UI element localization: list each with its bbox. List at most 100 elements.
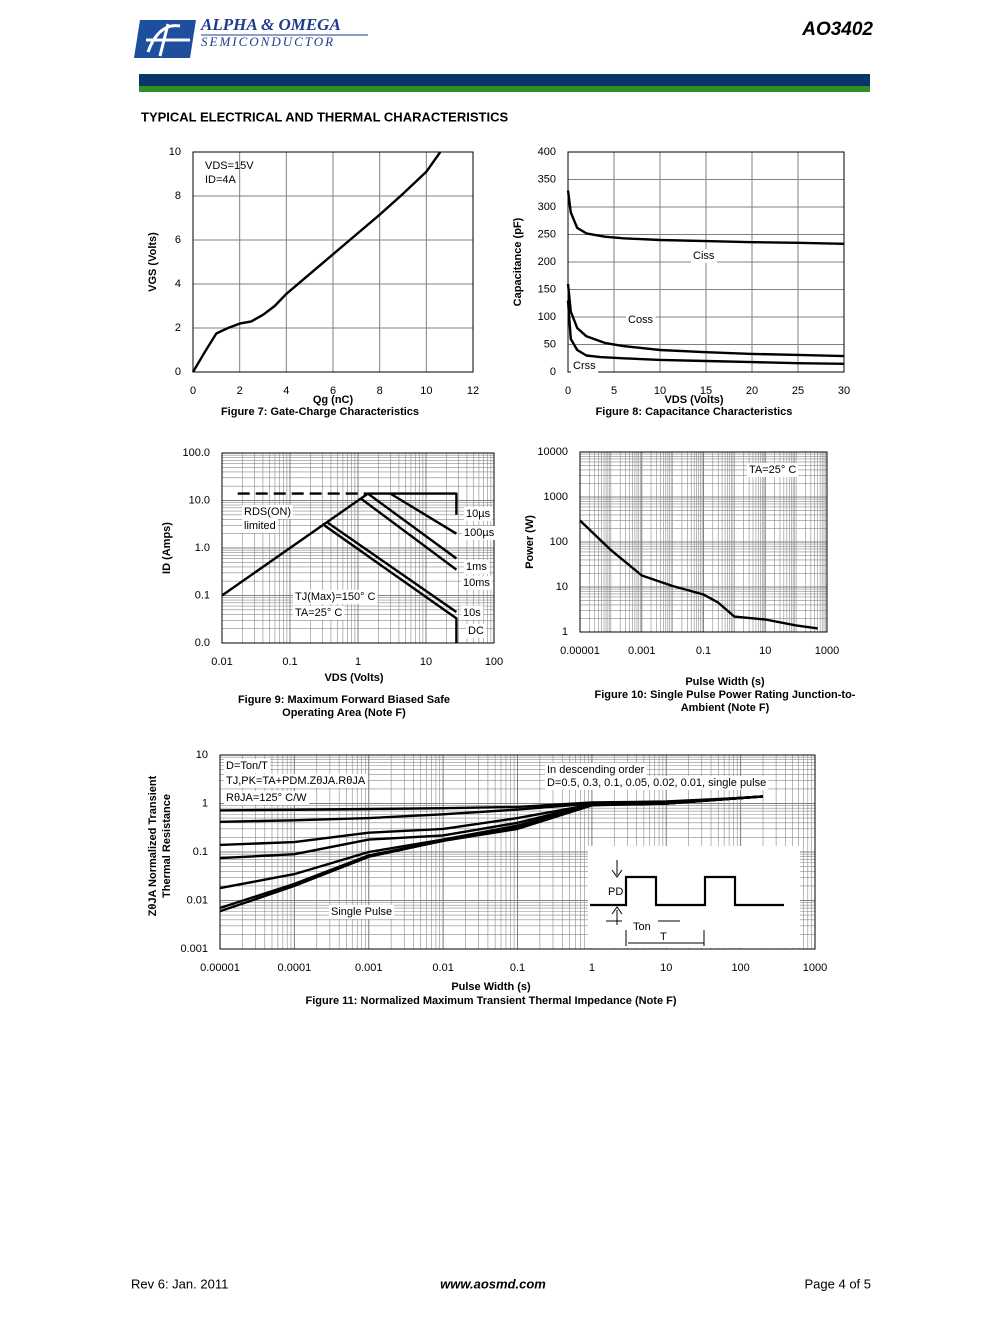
y-axis-label: Power (W)	[524, 515, 536, 569]
y-tick-label: 150	[538, 283, 556, 295]
label-box	[691, 248, 717, 263]
y-tick-label: 250	[538, 228, 556, 240]
data-line	[367, 492, 458, 515]
inset-label: Ton	[633, 921, 651, 933]
label-box	[461, 605, 484, 620]
label-box	[747, 462, 799, 477]
series-label: 10µs	[466, 508, 491, 520]
label-box	[242, 504, 294, 519]
division-name: SEMICONDUCTOR	[201, 34, 335, 49]
label-box	[464, 559, 490, 574]
figure-caption: Figure 11: Normalized Maximum Transient …	[305, 995, 676, 1007]
y-tick-label: 300	[538, 201, 556, 213]
y-tick-label: 1	[562, 626, 568, 638]
x-tick-label: 10	[420, 385, 432, 397]
x-tick-label: 10	[654, 385, 666, 397]
annotation: VDS=15V	[205, 160, 254, 172]
y-tick-label: 100.0	[182, 447, 210, 459]
data-line	[389, 492, 458, 535]
annotation: TA=25° C	[749, 464, 796, 476]
x-tick-label: 1	[355, 656, 361, 668]
y-axis-label: Thermal Resistance	[161, 794, 173, 898]
x-tick-label: 25	[792, 385, 804, 397]
y-tick-label: 1.0	[195, 542, 210, 554]
x-tick-label: 0.1	[696, 645, 711, 657]
y-tick-label: 10	[556, 581, 568, 593]
x-tick-label: 10	[420, 656, 432, 668]
y-tick-label: 200	[538, 256, 556, 268]
x-axis-label: Pulse Width (s)	[685, 676, 765, 688]
annotation: D=Ton/T	[226, 760, 268, 772]
data-line	[579, 519, 818, 630]
footer-revision: Rev 6: Jan. 2011	[131, 1276, 228, 1291]
company-name: ALPHA & OMEGA	[200, 15, 341, 34]
y-tick-label: 10000	[537, 446, 568, 458]
y-tick-label: 350	[538, 173, 556, 185]
label-box	[224, 758, 271, 773]
y-tick-label: 4	[175, 278, 181, 290]
series-label: DC	[468, 625, 484, 637]
series-label: 100µs	[464, 527, 495, 539]
x-tick-label: 1000	[803, 962, 827, 974]
x-tick-label: 30	[838, 385, 850, 397]
chart: 0.00001 0.001 0.1 10 1000 1 10 100 1000 10000 TA=2…	[524, 446, 856, 714]
chart: 0.00001 0.0001 0.001 0.01 0.1 1 10 100 1000 0.001…	[147, 749, 827, 1007]
x-tick-label: 1	[589, 962, 595, 974]
logo	[134, 20, 196, 58]
x-axis-label: Qg (nC)	[313, 394, 354, 406]
data-line	[566, 283, 845, 358]
annotation: TA=25° C	[295, 607, 342, 619]
x-tick-label: 6	[330, 385, 336, 397]
label-box	[545, 775, 769, 790]
data-line	[566, 300, 845, 365]
data-line	[326, 521, 458, 613]
annotation: In descending order	[547, 764, 645, 776]
x-tick-label: 0.01	[432, 962, 453, 974]
y-tick-label: 10.0	[189, 494, 210, 506]
x-tick-label: 2	[237, 385, 243, 397]
pulse-train	[590, 875, 784, 907]
series-label: Crss	[573, 360, 596, 372]
y-tick-label: 0	[550, 366, 556, 378]
x-tick-label: 0.01	[211, 656, 232, 668]
section-title: TYPICAL ELECTRICAL AND THERMAL CHARACTER…	[141, 109, 508, 124]
data-line	[321, 523, 458, 643]
inset-label: PD	[608, 886, 623, 898]
plot-frame	[192, 151, 474, 373]
x-tick-label: 20	[746, 385, 758, 397]
plot-frame	[567, 151, 845, 373]
y-tick-label: 2	[175, 322, 181, 334]
x-tick-label: 0.001	[628, 645, 656, 657]
y-tick-label: 0	[175, 366, 181, 378]
x-tick-label: 0.00001	[200, 962, 240, 974]
annotation: RDS(ON)	[244, 506, 291, 518]
label-box	[224, 773, 368, 788]
plot-frame	[221, 452, 495, 644]
y-axis-label: Capacitance (pF)	[512, 217, 524, 306]
y-tick-label: 0.0	[195, 637, 210, 649]
y-tick-label: 10	[169, 146, 181, 158]
inset-label: T	[660, 931, 667, 943]
x-tick-label: 10	[759, 645, 771, 657]
annotation: RθJA=125° C/W	[226, 792, 307, 804]
data-line	[219, 795, 764, 913]
x-tick-label: 8	[377, 385, 383, 397]
plot-frame	[579, 451, 828, 633]
annotation: Single Pulse	[331, 906, 392, 918]
label-box	[626, 312, 656, 327]
part-number: AO3402	[801, 19, 873, 40]
y-tick-label: 0.1	[195, 589, 210, 601]
data-line	[360, 497, 458, 571]
x-tick-label: 4	[283, 385, 289, 397]
x-tick-label: 0.0001	[278, 962, 312, 974]
series-label: Coss	[628, 314, 654, 326]
plot-frame	[219, 754, 816, 950]
y-tick-label: 100	[538, 311, 556, 323]
annotation: TJ,PK=TA+PDM.ZθJA.RθJA	[226, 775, 366, 787]
y-tick-label: 0.1	[193, 846, 208, 858]
annotation: TJ(Max)=150° C	[295, 591, 376, 603]
label-box	[224, 790, 310, 805]
figure-caption: Operating Area (Note F)	[282, 707, 406, 719]
